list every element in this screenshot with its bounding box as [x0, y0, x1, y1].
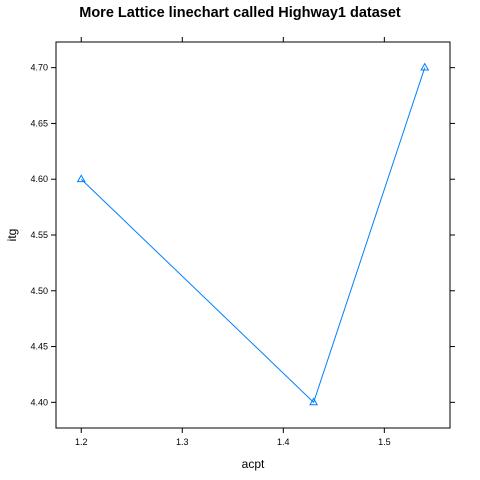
plot-frame [55, 41, 451, 429]
y-tick-label: 4.70 [30, 63, 48, 73]
y-tick-label: 4.60 [30, 174, 48, 184]
y-tick-label: 4.50 [30, 286, 48, 296]
data-point-marker [76, 174, 86, 183]
y-tick-label: 4.40 [30, 397, 48, 407]
x-tick-label: 1.3 [176, 437, 189, 447]
y-tick-label: 4.55 [30, 230, 48, 240]
data-point-marker [420, 62, 430, 71]
y-axis-label: itg [5, 229, 19, 242]
y-tick-label: 4.65 [30, 118, 48, 128]
series-layer [76, 62, 430, 406]
x-tick-label: 1.2 [75, 437, 88, 447]
y-tick-label: 4.45 [30, 342, 48, 352]
x-axis: 1.2 1.3 1.4 1.5 [75, 37, 391, 447]
series-line [80, 67, 426, 404]
x-tick-label: 1.4 [277, 437, 290, 447]
data-point-marker [309, 397, 319, 406]
x-tick-label: 1.5 [378, 437, 391, 447]
chart-title: More Lattice linechart called Highway1 d… [79, 5, 401, 21]
x-axis-label: acpt [242, 457, 265, 471]
y-axis: 4.40 4.45 4.50 4.55 4.60 4.65 4.70 [30, 63, 455, 407]
